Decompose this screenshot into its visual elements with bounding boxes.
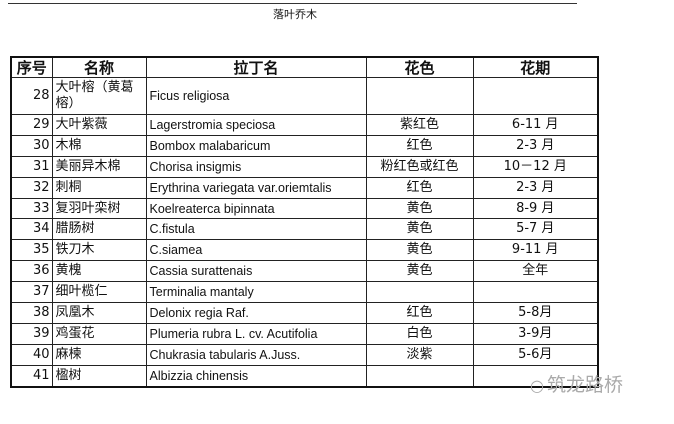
cell-no: 35 (10, 239, 53, 262)
cell-period: 5-6月 (472, 343, 599, 366)
cell-name: 木棉 (51, 134, 147, 157)
cell-name: 鸡蛋花 (51, 322, 147, 345)
table-row: 41 楹树 Albizzia chinensis (10, 364, 599, 388)
cell-color (365, 281, 474, 304)
cell-latin: Chukrasia tabularis A.Juss. (145, 343, 367, 366)
header-latin: 拉丁名 (145, 56, 367, 78)
cell-latin: Ficus religiosa (145, 77, 367, 115)
table-row: 34 腊肠树 C.fistula 黄色 5-7 月 (10, 218, 599, 241)
cell-name: 麻楝 (51, 343, 147, 366)
cell-no: 34 (10, 218, 53, 241)
cell-period: 9-11 月 (472, 239, 599, 262)
table-row: 29 大叶紫薇 Lagerstromia speciosa 紫红色 6-11 月 (10, 114, 599, 136)
cell-name: 铁刀木 (51, 239, 147, 262)
cell-color: 黄色 (365, 260, 474, 283)
cell-name: 凤凰木 (51, 302, 147, 324)
cell-latin: Cassia surattenais (145, 260, 367, 283)
cell-period (472, 364, 599, 388)
cell-name: 腊肠树 (51, 218, 147, 241)
cell-name: 美丽异木棉 (51, 155, 147, 178)
cell-no: 38 (10, 302, 53, 324)
cell-period (472, 281, 599, 304)
cell-name: 黄槐 (51, 260, 147, 283)
header-color: 花色 (365, 56, 474, 78)
cell-latin: Bombox malabaricum (145, 134, 367, 157)
watermark-text: 筑龙路桥 (546, 374, 623, 396)
table-row: 28 大叶榕（黄葛榕） Ficus religiosa (10, 77, 599, 115)
tree-table: 序号 名称 拉丁名 花色 花期 28 大叶榕（黄葛榕） Ficus religios… (10, 56, 599, 388)
cell-no: 39 (10, 322, 53, 345)
cell-color: 紫红色 (365, 114, 474, 136)
cell-latin: Delonix regia Raf. (145, 302, 367, 324)
cell-period: 2-3 月 (472, 176, 599, 199)
cell-color: 淡紫 (365, 343, 474, 366)
cell-name: 复羽叶栾树 (51, 197, 147, 220)
cell-color: 黄色 (365, 239, 474, 262)
cell-name: 大叶榕（黄葛榕） (51, 77, 147, 115)
cell-no: 40 (10, 343, 53, 366)
cell-no: 29 (10, 114, 53, 136)
table-row: 35 铁刀木 C.siamea 黄色 9-11 月 (10, 239, 599, 262)
page-title: 落叶乔木 (273, 8, 317, 21)
cell-latin: Koelreaterca bipinnata (145, 197, 367, 220)
cell-period: 10－12 月 (472, 155, 599, 178)
top-rule (8, 3, 577, 4)
cell-color: 白色 (365, 322, 474, 345)
cell-latin: Terminalia mantaly (145, 281, 367, 304)
cell-latin: Erythrina variegata var.oriemtalis (145, 176, 367, 199)
cell-no: 37 (10, 281, 53, 304)
cell-latin: C.siamea (145, 239, 367, 262)
cell-no: 32 (10, 176, 53, 199)
cell-latin: Plumeria rubra L. cv. Acutifolia (145, 322, 367, 345)
cell-period: 3-9月 (472, 322, 599, 345)
header-row: 序号 名称 拉丁名 花色 花期 (10, 56, 599, 78)
cell-name: 细叶榄仁 (51, 281, 147, 304)
table-row: 30 木棉 Bombox malabaricum 红色 2-3 月 (10, 134, 599, 157)
header-name: 名称 (51, 56, 147, 78)
cell-period: 8-9 月 (472, 197, 599, 220)
cell-period: 全年 (472, 260, 599, 283)
cell-no: 31 (10, 155, 53, 178)
cell-color: 黄色 (365, 197, 474, 220)
watermark: ○ 筑龙路桥 (530, 370, 623, 397)
cell-name: 刺桐 (51, 176, 147, 199)
table-row: 32 刺桐 Erythrina variegata var.oriemtalis 红色… (10, 176, 599, 199)
cell-latin: Lagerstromia speciosa (145, 114, 367, 136)
header-period: 花期 (472, 56, 599, 78)
cell-period: 5-7 月 (472, 218, 599, 241)
cell-name: 楹树 (51, 364, 147, 388)
cell-period: 2-3 月 (472, 134, 599, 157)
table-row: 33 复羽叶栾树 Koelreaterca bipinnata 黄色 8-9 月 (10, 197, 599, 220)
cell-latin: Chorisa insigmis (145, 155, 367, 178)
cell-no: 33 (10, 197, 53, 220)
table-row: 38 凤凰木 Delonix regia Raf. 红色 5-8月 (10, 302, 599, 324)
header-no: 序号 (10, 56, 53, 78)
cell-color: 黄色 (365, 218, 474, 241)
table-row: 40 麻楝 Chukrasia tabularis A.Juss. 淡紫 5-6月 (10, 343, 599, 366)
table-row: 36 黄槐 Cassia surattenais 黄色 全年 (10, 260, 599, 283)
table-row: 39 鸡蛋花 Plumeria rubra L. cv. Acutifolia 白色 3… (10, 322, 599, 345)
cell-no: 30 (10, 134, 53, 157)
cell-no: 41 (10, 364, 53, 388)
cell-color (365, 77, 474, 115)
table-row: 31 美丽异木棉 Chorisa insigmis 粉红色或红色 10－12 月 (10, 155, 599, 178)
table-row: 37 细叶榄仁 Terminalia mantaly (10, 281, 599, 304)
cell-color: 红色 (365, 176, 474, 199)
cell-latin: C.fistula (145, 218, 367, 241)
cell-name: 大叶紫薇 (51, 114, 147, 136)
cell-no: 36 (10, 260, 53, 283)
cell-color: 红色 (365, 302, 474, 324)
wechat-icon: ○ (530, 376, 544, 395)
cell-color: 粉红色或红色 (365, 155, 474, 178)
cell-period: 6-11 月 (472, 114, 599, 136)
cell-color (365, 364, 474, 388)
cell-latin: Albizzia chinensis (145, 364, 367, 388)
cell-color: 红色 (365, 134, 474, 157)
cell-period: 5-8月 (472, 302, 599, 324)
cell-period (472, 77, 599, 115)
cell-no: 28 (10, 77, 53, 115)
